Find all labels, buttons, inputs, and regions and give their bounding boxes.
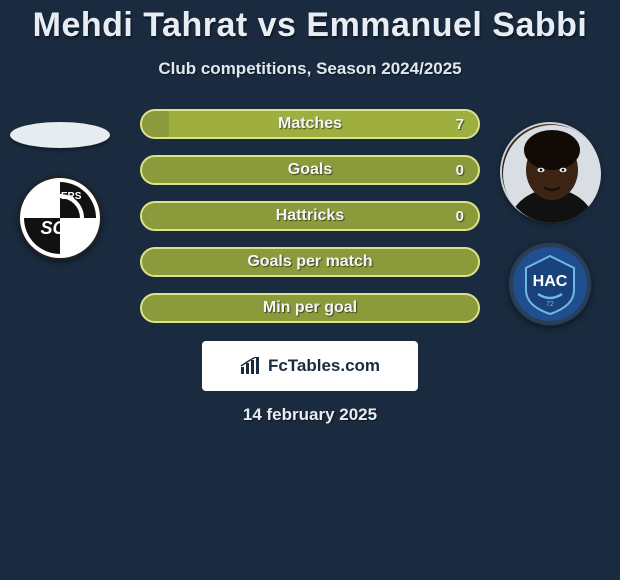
svg-text:HAC: HAC xyxy=(533,273,568,290)
svg-text:SCO: SCO xyxy=(40,218,79,238)
club-badge-right: HAC 72 xyxy=(508,242,592,326)
stat-value-right: 0 xyxy=(456,157,464,183)
stat-label: Matches xyxy=(142,111,478,137)
stat-bar: Min per goal xyxy=(140,293,480,323)
stat-label: Hattricks xyxy=(142,203,478,229)
player-photo-left xyxy=(10,122,110,148)
stat-label: Goals xyxy=(142,157,478,183)
stat-bar: Goals per match xyxy=(140,247,480,277)
stat-value-right: 0 xyxy=(456,203,464,229)
stat-label: Goals per match xyxy=(142,249,478,275)
subtitle: Club competitions, Season 2024/2025 xyxy=(0,59,620,79)
fctables-badge[interactable]: FcTables.com xyxy=(202,341,418,391)
player-photo-right xyxy=(500,122,600,222)
stats-bars: Matches7Goals0Hattricks0Goals per matchM… xyxy=(140,109,480,323)
fctables-label: FcTables.com xyxy=(268,356,380,376)
bar-chart-icon xyxy=(240,357,260,375)
player-face-icon xyxy=(502,124,602,224)
left-player-column: ANGERS SCO xyxy=(10,122,110,260)
stat-bar: Hattricks0 xyxy=(140,201,480,231)
stat-bar: Goals0 xyxy=(140,155,480,185)
date-label: 14 february 2025 xyxy=(0,405,620,425)
stat-value-right: 7 xyxy=(456,111,464,137)
stat-bar: Matches7 xyxy=(140,109,480,139)
svg-text:72: 72 xyxy=(546,301,554,308)
angers-sco-icon: ANGERS SCO xyxy=(18,176,102,260)
club-badge-left: ANGERS SCO xyxy=(18,176,102,260)
svg-text:ANGERS: ANGERS xyxy=(39,191,82,202)
right-player-column: HAC 72 xyxy=(500,122,600,326)
le-havre-icon: HAC 72 xyxy=(508,242,592,326)
page-title: Mehdi Tahrat vs Emmanuel Sabbi xyxy=(0,6,620,45)
stat-label: Min per goal xyxy=(142,295,478,321)
